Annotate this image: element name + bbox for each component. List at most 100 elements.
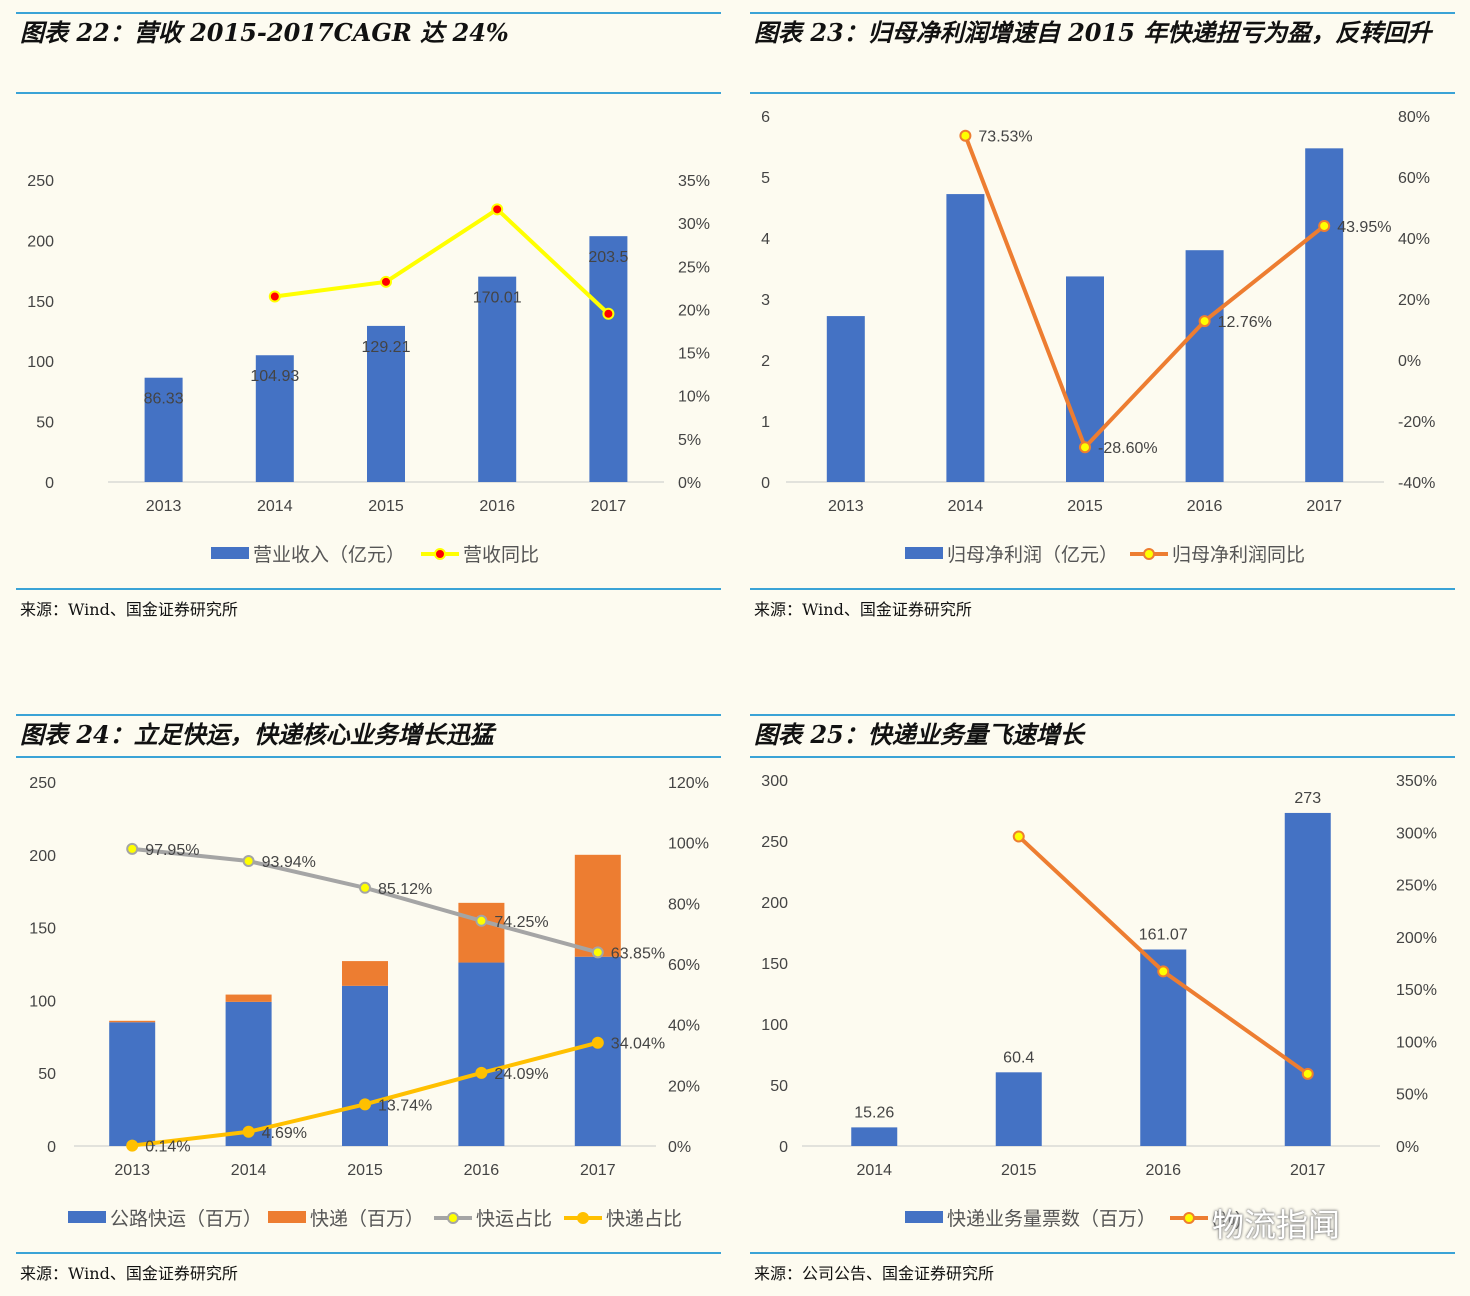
source-note: 来源：Wind、国金证券研究所 [754,600,972,619]
y-left-tick-label: 200 [27,233,54,250]
series-point [591,1036,604,1049]
bar [574,956,621,1146]
bar [225,1001,272,1146]
y-right-tick-label: 10% [678,389,710,406]
x-tick-label: 2017 [591,498,627,515]
line-data-label: 24.09% [494,1066,548,1083]
bar [144,377,183,482]
figure-22: 图表 22：营收 2015-2017CAGR 达 24% 0 50 100 150 20… [16,12,721,622]
series-point [268,290,281,303]
y-right-tick-label: 40% [668,1018,700,1035]
legend-label: 归母净利润同比 [1172,544,1305,566]
legend-swatch [68,1211,106,1223]
legend-label: 营业收入（亿元） [253,544,405,566]
legend-label: 归母净利润（亿元） [947,544,1118,566]
line-data-label: 12.76% [1218,314,1272,331]
line-data-label: 74.25% [494,914,548,931]
line-data-label: 4.69% [262,1125,307,1142]
y-right-tick-label: 20% [1398,292,1430,309]
x-tick-label: 2016 [479,498,515,515]
x-tick-label: 2017 [580,1162,616,1179]
y-right-tick-label: 100% [1396,1034,1437,1051]
bar [109,1020,156,1023]
series-line [274,207,610,316]
x-tick-label: 2013 [114,1162,150,1179]
bar-data-label: 129.21 [362,339,411,356]
bar-data-label: 273 [1294,790,1321,807]
y-right-tick-label: 15% [678,346,710,363]
line-data-label: 34.04% [611,1036,665,1053]
x-tick-label: 2015 [347,1162,383,1179]
source-note: 来源：公司公告、国金证券研究所 [754,1264,995,1283]
series-point [1012,830,1025,843]
series-point [242,1125,255,1138]
x-tick-label: 2015 [1001,1162,1037,1179]
line-data-label: 93.94% [262,854,316,871]
figure-25: 图表 25：快递业务量飞速增长 0 50 100 150 200 250 300 0% 50% 1… [750,714,1455,1294]
bar [342,961,388,986]
y-right-tick-label: 120% [668,775,709,792]
bar [589,236,628,482]
figure-title: 图表 23：归母净利润增速自 2015 年快递扭亏为盈，反转回升 [750,12,1455,50]
legend-swatch [211,547,249,559]
x-tick-label: 2014 [948,498,984,515]
y-left-tick-label: 300 [761,773,788,790]
source-rule [750,588,1455,590]
y-left-tick-label: 0 [45,475,54,492]
y-left-tick-label: 250 [27,173,54,190]
y-right-tick-label: 0% [668,1139,691,1156]
series-line [131,846,599,955]
bar [458,962,505,1146]
series-point [491,203,504,216]
y-left-tick-label: 100 [761,1017,788,1034]
y-left-tick-label: 100 [29,993,56,1010]
y-left-tick-label: 150 [761,956,788,973]
bar [255,355,294,482]
bar [225,994,272,1002]
figure-24: 图表 24：立足快运，快递核心业务增长迅猛 0 50 100 150 200 250 0% 2… [16,714,721,1294]
line-data-label: -28.60% [1098,440,1158,457]
title-rule [750,92,1455,94]
y-left-tick-label: 2 [761,353,770,370]
legend-label: 快递（百万） [310,1208,424,1230]
series-point [126,1139,139,1152]
bar [478,276,517,482]
source-note: 来源：Wind、国金证券研究所 [20,1264,238,1283]
legend-label: 营收同比 [463,544,539,566]
bar [995,1072,1042,1146]
x-tick-label: 2017 [1290,1162,1326,1179]
y-right-tick-label: 40% [1398,231,1430,248]
y-right-tick-label: 0% [678,475,701,492]
bar [367,325,405,482]
bar-data-label: 161.07 [1139,926,1188,943]
series-point [1198,315,1211,328]
legend-swatch-marker [1183,1212,1195,1224]
legend-label: (%) [1212,1209,1242,1230]
source-rule [16,588,721,590]
y-right-tick-label: 100% [668,836,709,853]
source-rule [16,1252,721,1254]
line-data-label: 85.12% [378,881,432,898]
source-note: 来源：Wind、国金证券研究所 [20,600,238,619]
series-point [1157,965,1170,978]
series-point [359,881,371,894]
x-tick-label: 2016 [464,1162,500,1179]
x-tick-label: 2014 [856,1162,892,1179]
y-right-tick-label: 250% [1396,878,1437,895]
y-left-tick-label: 6 [761,109,770,126]
y-right-tick-label: 30% [678,216,710,233]
legend-label: 快运占比 [476,1208,552,1230]
line-data-label: 63.85% [611,945,665,962]
series-point [959,129,972,142]
bar-data-label: 170.01 [473,290,522,307]
y-left-tick-label: 150 [29,921,56,938]
bar [1185,250,1224,482]
y-left-tick-label: 250 [29,775,56,792]
line-data-label: 43.95% [1337,219,1391,236]
y-left-tick-label: 0 [779,1139,788,1156]
x-tick-label: 2015 [368,498,404,515]
y-right-tick-label: 0% [1398,353,1421,370]
y-right-tick-label: 80% [1398,109,1430,126]
series-point [1318,219,1331,232]
legend-swatch [905,547,943,559]
